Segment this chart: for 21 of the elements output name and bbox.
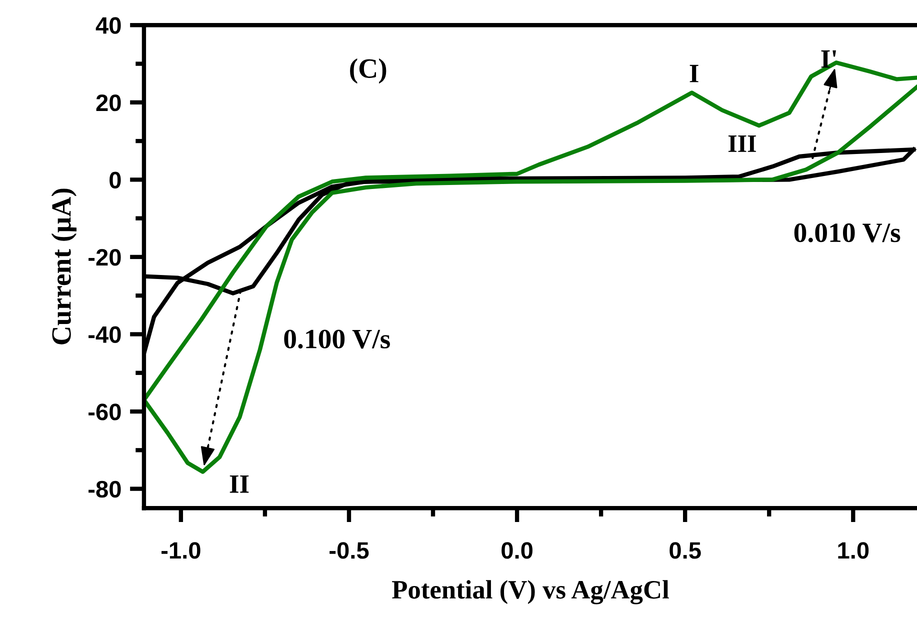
y-tick-label: -20 <box>88 249 121 266</box>
y-tick-label: -60 <box>88 404 121 420</box>
x-tick-label: 0.5 <box>670 542 701 559</box>
annotation: I' <box>821 50 836 68</box>
annotation: II <box>230 475 249 493</box>
x-tick-label: -1.0 <box>162 542 200 559</box>
y-tick-label: 40 <box>96 17 121 34</box>
x-tick-label: 0.0 <box>502 542 532 559</box>
annotation: (C) <box>350 58 386 84</box>
y-axis-title: Current (µA) <box>51 188 77 344</box>
annotation: III <box>728 136 756 152</box>
annotation: 0.100 V/s <box>284 330 390 349</box>
y-tick-label: -80 <box>88 480 121 498</box>
annotation: I <box>690 64 698 82</box>
y-tick-label: 20 <box>96 94 121 112</box>
y-tick-label: -40 <box>88 326 121 344</box>
x-tick-label: 1.0 <box>838 542 869 559</box>
y-tick-label: 0 <box>110 172 121 188</box>
x-axis-title: Potential (V) vs Ag/AgCl <box>392 580 669 604</box>
annotation: 0.010 V/s <box>794 223 900 242</box>
x-tick-label: -0.5 <box>330 542 369 559</box>
